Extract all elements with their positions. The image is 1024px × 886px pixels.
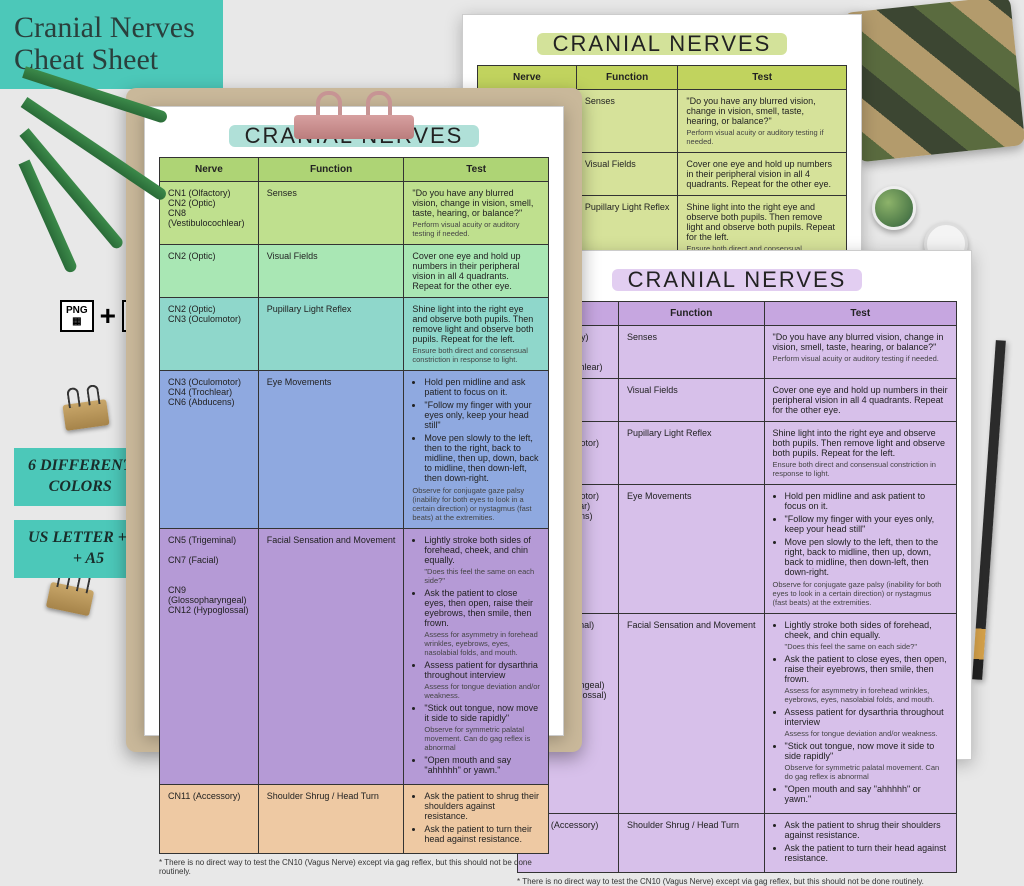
- table-row: CN3 (Oculomotor)CN4 (Trochlear)CN6 (Abdu…: [160, 371, 549, 529]
- cell-nerve: CN2 (Optic)CN3 (Oculomotor): [160, 298, 259, 371]
- product-title-banner: Cranial Nerves Cheat Sheet: [0, 0, 223, 89]
- cell-function: Senses: [258, 182, 404, 245]
- cell-test: "Do you have any blurred vision, change …: [764, 326, 956, 379]
- table-row: CN1 (Olfactory)CN2 (Optic)CN8 (Vestibulo…: [518, 326, 957, 379]
- cell-test: Ask the patient to shrug their shoulders…: [764, 814, 956, 873]
- cell-test: Cover one eye and hold up numbers in the…: [678, 153, 847, 196]
- col-header: Nerve: [160, 158, 259, 182]
- page-title: CRANIAL NERVES: [477, 31, 847, 57]
- cell-function: Eye Movements: [618, 485, 764, 614]
- cell-function: Facial Sensation and Movement: [258, 529, 404, 785]
- cn-table-purple: NerveFunctionTestCN1 (Olfactory)CN2 (Opt…: [517, 301, 957, 873]
- cell-test: Cover one eye and hold up numbers in the…: [404, 245, 549, 298]
- cell-test: "Do you have any blurred vision, change …: [678, 90, 847, 153]
- pencil-prop: [972, 340, 1006, 680]
- cell-test: Shine light into the right eye and obser…: [764, 422, 956, 485]
- cell-test: Cover one eye and hold up numbers in the…: [764, 379, 956, 422]
- cell-nerve: CN2 (Optic): [160, 245, 259, 298]
- cell-function: Shoulder Shrug / Head Turn: [618, 814, 764, 873]
- col-header: Nerve: [478, 66, 577, 90]
- cell-function: Pupillary Light Reflex: [258, 298, 404, 371]
- col-header: Function: [576, 66, 678, 90]
- cell-function: Facial Sensation and Movement: [618, 614, 764, 814]
- earth-pin: [872, 186, 916, 230]
- cell-function: Senses: [576, 90, 678, 153]
- binder-clip-1: [62, 399, 109, 431]
- page-title: CRANIAL NERVES: [517, 267, 957, 293]
- table-row: CN5 (Trigeminal)CN7 (Facial)CN9 (Glossop…: [518, 614, 957, 814]
- clipboard-clip: [294, 93, 414, 147]
- col-header: Test: [404, 158, 549, 182]
- cell-function: Visual Fields: [258, 245, 404, 298]
- title-line-2: Cheat Sheet: [14, 44, 195, 76]
- cell-nerve: CN11 (Accessory): [160, 785, 259, 854]
- table-row: CN11 (Accessory)Shoulder Shrug / Head Tu…: [160, 785, 549, 854]
- cell-function: Visual Fields: [618, 379, 764, 422]
- notebook-prop: [843, 0, 1024, 162]
- plus-icon: +: [100, 300, 116, 332]
- col-header: Test: [764, 302, 956, 326]
- table-row: CN2 (Optic)Visual FieldsCover one eye an…: [518, 379, 957, 422]
- footnote: * There is no direct way to test the CN1…: [159, 858, 549, 876]
- cell-test: Hold pen midline and ask patient to focu…: [764, 485, 956, 614]
- col-header: Function: [258, 158, 404, 182]
- table-row: CN1 (Olfactory)CN2 (Optic)CN8 (Vestibulo…: [160, 182, 549, 245]
- cell-test: "Do you have any blurred vision, change …: [404, 182, 549, 245]
- cell-function: Eye Movements: [258, 371, 404, 529]
- table-row: CN11 (Accessory)Shoulder Shrug / Head Tu…: [518, 814, 957, 873]
- cell-test: Lightly stroke both sides of forehead, c…: [764, 614, 956, 814]
- cn-table-rainbow: NerveFunctionTest CN1 (Olfactory)CN2 (Opt…: [159, 157, 549, 854]
- cell-nerve: CN5 (Trigeminal)CN7 (Facial)CN9 (Glossop…: [160, 529, 259, 785]
- footnote: * There is no direct way to test the CN1…: [517, 877, 957, 886]
- table-row: CN2 (Optic)CN3 (Oculomotor)Pupillary Lig…: [518, 422, 957, 485]
- cell-function: Visual Fields: [576, 153, 678, 196]
- cell-test: Lightly stroke both sides of forehead, c…: [404, 529, 549, 785]
- table-row: CN2 (Optic)Visual FieldsCover one eye an…: [160, 245, 549, 298]
- cell-function: Senses: [618, 326, 764, 379]
- title-line-1: Cranial Nerves: [14, 12, 195, 44]
- cell-function: Shoulder Shrug / Head Turn: [258, 785, 404, 854]
- sheet-rainbow: CRANIAL NERVES NerveFunctionTestCN1 (Olf…: [144, 106, 564, 736]
- cell-nerve: CN1 (Olfactory)CN2 (Optic)CN8 (Vestibulo…: [160, 182, 259, 245]
- cell-test: Shine light into the right eye and obser…: [404, 298, 549, 371]
- cell-nerve: CN3 (Oculomotor)CN4 (Trochlear)CN6 (Abdu…: [160, 371, 259, 529]
- cell-test: Hold pen midline and ask patient to focu…: [404, 371, 549, 529]
- png-icon: PNG▦: [60, 300, 94, 332]
- col-header: Function: [618, 302, 764, 326]
- table-row: CN5 (Trigeminal)CN7 (Facial)CN9 (Glossop…: [160, 529, 549, 785]
- col-header: Test: [678, 66, 847, 90]
- table-row: CN3 (Oculomotor)CN4 (Trochlear)CN6 (Abdu…: [518, 485, 957, 614]
- table-row: CN2 (Optic)CN3 (Oculomotor)Pupillary Lig…: [160, 298, 549, 371]
- binder-clip-2: [46, 582, 94, 617]
- cell-test: Ask the patient to shrug their shoulders…: [404, 785, 549, 854]
- cell-function: Pupillary Light Reflex: [618, 422, 764, 485]
